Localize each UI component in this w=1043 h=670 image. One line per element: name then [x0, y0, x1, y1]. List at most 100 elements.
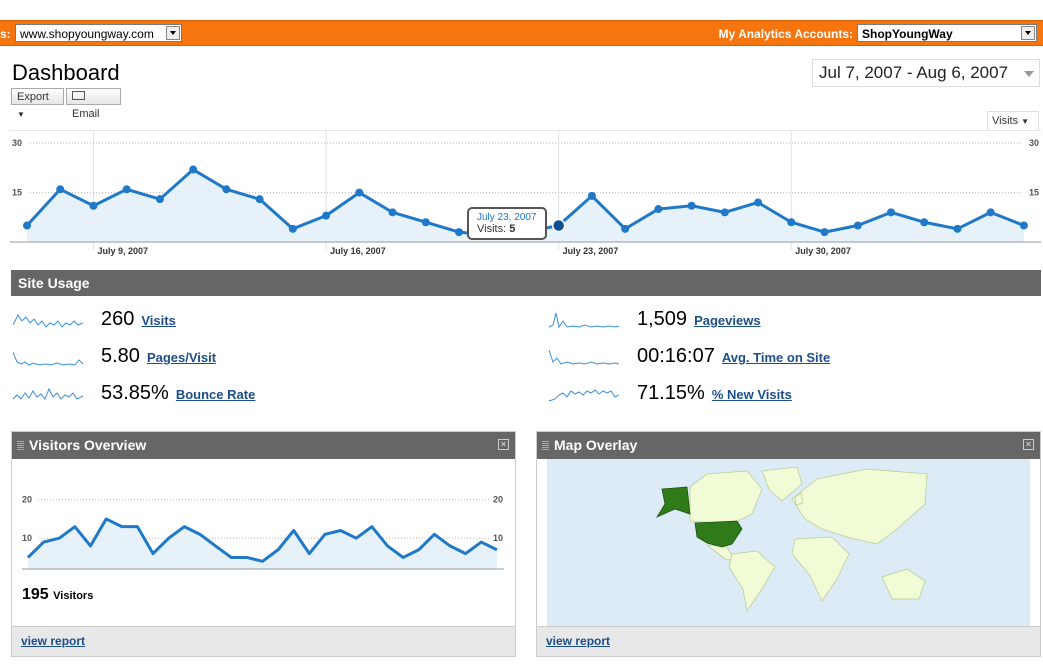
metric: 53.85% Bounce Rate: [101, 382, 255, 405]
data-point: [920, 218, 929, 227]
continent: [791, 536, 850, 602]
grip-icon: [542, 441, 549, 450]
metric-link[interactable]: Pageviews: [694, 313, 761, 328]
metric-value: 5.80: [101, 345, 140, 367]
email-label: Email: [72, 108, 100, 120]
x-tick-label: July 9, 2007: [97, 246, 148, 256]
dropdown-icon: ▼: [17, 110, 25, 119]
area: [27, 169, 1024, 242]
email-button[interactable]: Email: [66, 88, 121, 120]
country-highlight: [694, 520, 743, 548]
data-point: [89, 201, 98, 210]
panel-title: Map Overlay: [554, 437, 638, 453]
continent: [794, 492, 804, 506]
data-point: [787, 218, 796, 227]
y-tick-label: 10: [493, 533, 503, 543]
metric-value: 00:16:07: [637, 345, 715, 367]
panel-header: Map Overlay ×: [537, 432, 1040, 459]
map-panel: Map Overlay × view report: [536, 431, 1041, 657]
metric-link[interactable]: Visits: [141, 313, 176, 328]
data-point: [56, 185, 65, 194]
dropdown-arrow: [1021, 26, 1035, 40]
data-point: [551, 218, 566, 233]
data-point: [155, 195, 164, 204]
visitors-total: 195 Visitors: [22, 586, 93, 604]
metric-link[interactable]: % New Visits: [711, 387, 792, 402]
continent: [689, 470, 763, 525]
metric-select[interactable]: Visits ▼: [987, 111, 1039, 131]
y-tick-label: 15: [1029, 188, 1039, 198]
sparkline: [548, 389, 619, 402]
sparkline: [548, 349, 619, 365]
visitors-chart: 10 10 20 20: [22, 495, 504, 570]
grip-icon: [17, 441, 24, 450]
metric-value: 53.85%: [101, 382, 169, 404]
accounts-label: My Analytics Accounts:: [718, 27, 853, 41]
metric-link[interactable]: Avg. Time on Site: [721, 350, 831, 365]
world-map: [547, 459, 1030, 627]
data-point: [388, 208, 397, 217]
view-report-link[interactable]: view report: [546, 634, 611, 648]
y-tick-label: 10: [22, 533, 32, 543]
export-button[interactable]: Export ▼: [11, 88, 64, 119]
data-point: [886, 208, 895, 217]
view-report-link[interactable]: view report: [21, 634, 86, 648]
metric-link[interactable]: Bounce Rate: [175, 387, 256, 402]
envelope-icon: [72, 91, 85, 100]
data-point: [720, 208, 729, 217]
metric-value: 260: [101, 308, 135, 330]
data-point: [820, 228, 829, 237]
line: [26, 517, 498, 563]
export-label: Export: [17, 91, 49, 103]
panel-footer: view report: [537, 626, 1040, 656]
top-bar: s: www.shopyoungway.com My Analytics Acc…: [0, 20, 1043, 46]
continent: [761, 466, 803, 502]
area: [28, 518, 497, 569]
data-point: [122, 185, 131, 194]
y-tick-label: 20: [22, 495, 32, 505]
account-name: ShopYoungWay: [862, 27, 953, 41]
data-point: [322, 211, 331, 220]
data-point: [953, 224, 962, 233]
data-point: [687, 201, 696, 210]
data-point: [189, 165, 198, 174]
data-point: [754, 198, 763, 207]
account-select[interactable]: ShopYoungWay: [857, 24, 1037, 42]
data-point: [1019, 221, 1028, 230]
metric: 260 Visits: [101, 308, 176, 331]
date-range: Jul 7, 2007 - Aug 6, 2007: [819, 63, 1009, 82]
site-select[interactable]: www.shopyoungway.com: [15, 24, 182, 42]
dropdown-icon: ▼: [1021, 117, 1030, 126]
tooltip-value: 5: [509, 223, 516, 235]
close-button[interactable]: ×: [498, 439, 509, 450]
panel-footer: view report: [12, 626, 515, 656]
date-range-picker[interactable]: Jul 7, 2007 - Aug 6, 2007: [812, 59, 1040, 87]
metric: 71.15% % New Visits: [637, 382, 792, 405]
metric: 00:16:07 Avg. Time on Site: [637, 345, 830, 368]
data-point: [986, 208, 995, 217]
data-point: [288, 224, 297, 233]
sparkline: [13, 387, 84, 400]
data-point: [255, 195, 264, 204]
section-header: Site Usage: [11, 270, 1041, 296]
total-value: 195: [22, 586, 49, 603]
data-point: [654, 205, 663, 214]
site-name: www.shopyoungway.com: [20, 27, 154, 41]
continent: [791, 468, 928, 545]
sparklines: [13, 312, 619, 402]
y-tick-label: 30: [12, 138, 22, 148]
sparkline: [548, 312, 619, 329]
metric: 1,509 Pageviews: [637, 308, 761, 331]
sparkline: [13, 314, 84, 328]
metric-link[interactable]: Pages/Visit: [146, 350, 217, 365]
country-highlight: [655, 486, 691, 518]
panel-title: Visitors Overview: [29, 437, 147, 453]
metric-value: 71.15%: [637, 382, 705, 404]
continent: [728, 550, 776, 613]
tooltip-date: July 23, 2007: [477, 212, 537, 223]
x-tick-label: July 23, 2007: [563, 246, 619, 256]
tooltip-label: Visits:: [477, 223, 507, 235]
close-button[interactable]: ×: [1023, 439, 1034, 450]
panel-header: Visitors Overview ×: [12, 432, 515, 459]
